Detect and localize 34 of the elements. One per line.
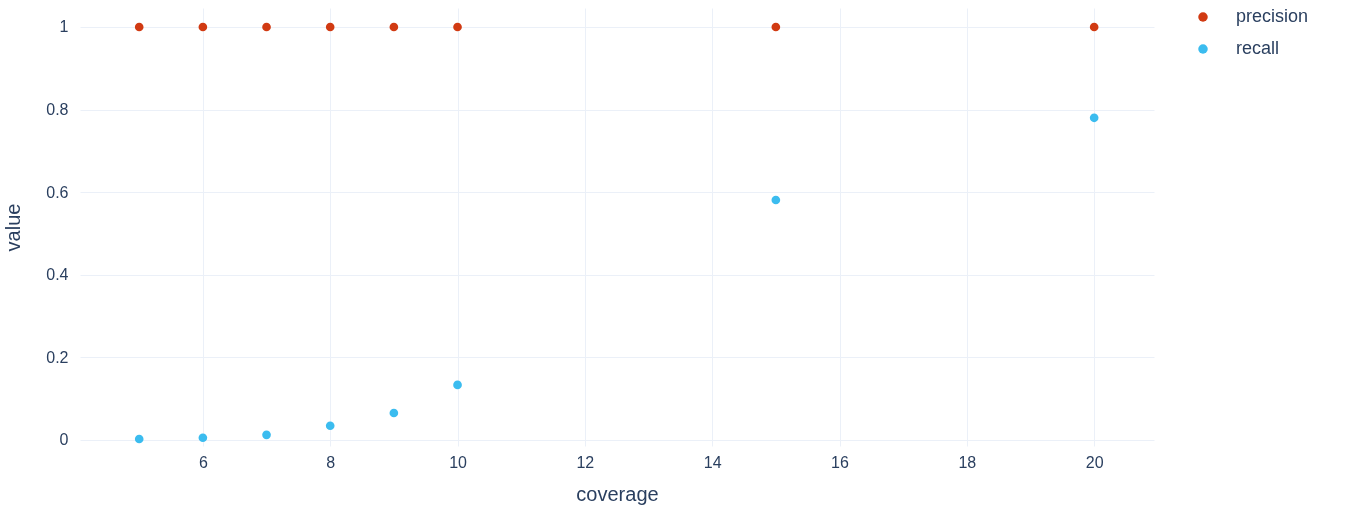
point: [1089, 113, 1099, 123]
x-tick-label: 8: [326, 453, 336, 471]
y-tick-label: 1: [59, 18, 69, 36]
x-axis-title: coverage: [576, 482, 659, 505]
point: [453, 22, 462, 32]
point: [771, 22, 781, 32]
point: [453, 380, 462, 390]
y-tick-label: 0.4: [46, 266, 69, 284]
x-tick-label: 10: [449, 453, 468, 471]
point: [325, 22, 335, 32]
legend-label: precision: [1236, 6, 1309, 26]
x-tick-label: 14: [703, 453, 722, 471]
point: [262, 22, 271, 32]
point: [389, 22, 399, 32]
legend-label: recall: [1236, 38, 1280, 58]
y-tick-label: 0.6: [46, 183, 69, 201]
point: [262, 430, 271, 440]
y-axis-title: value: [2, 203, 25, 252]
point: [198, 433, 208, 443]
point: [325, 421, 335, 431]
point: [198, 22, 208, 32]
x-tick-label: 12: [576, 453, 595, 471]
point: [1089, 22, 1099, 32]
x-tick-label: 6: [198, 453, 208, 471]
y-tick-label: 0.2: [46, 348, 69, 366]
point: [771, 195, 781, 205]
point: [389, 408, 399, 418]
y-tick-label: 0.8: [46, 101, 69, 119]
y-tick-label: 0: [59, 431, 69, 449]
point: [134, 434, 144, 444]
x-tick-label: 18: [958, 453, 977, 471]
x-tick-label: 20: [1085, 453, 1104, 471]
point: [134, 22, 144, 32]
x-tick-label: 16: [831, 453, 849, 471]
